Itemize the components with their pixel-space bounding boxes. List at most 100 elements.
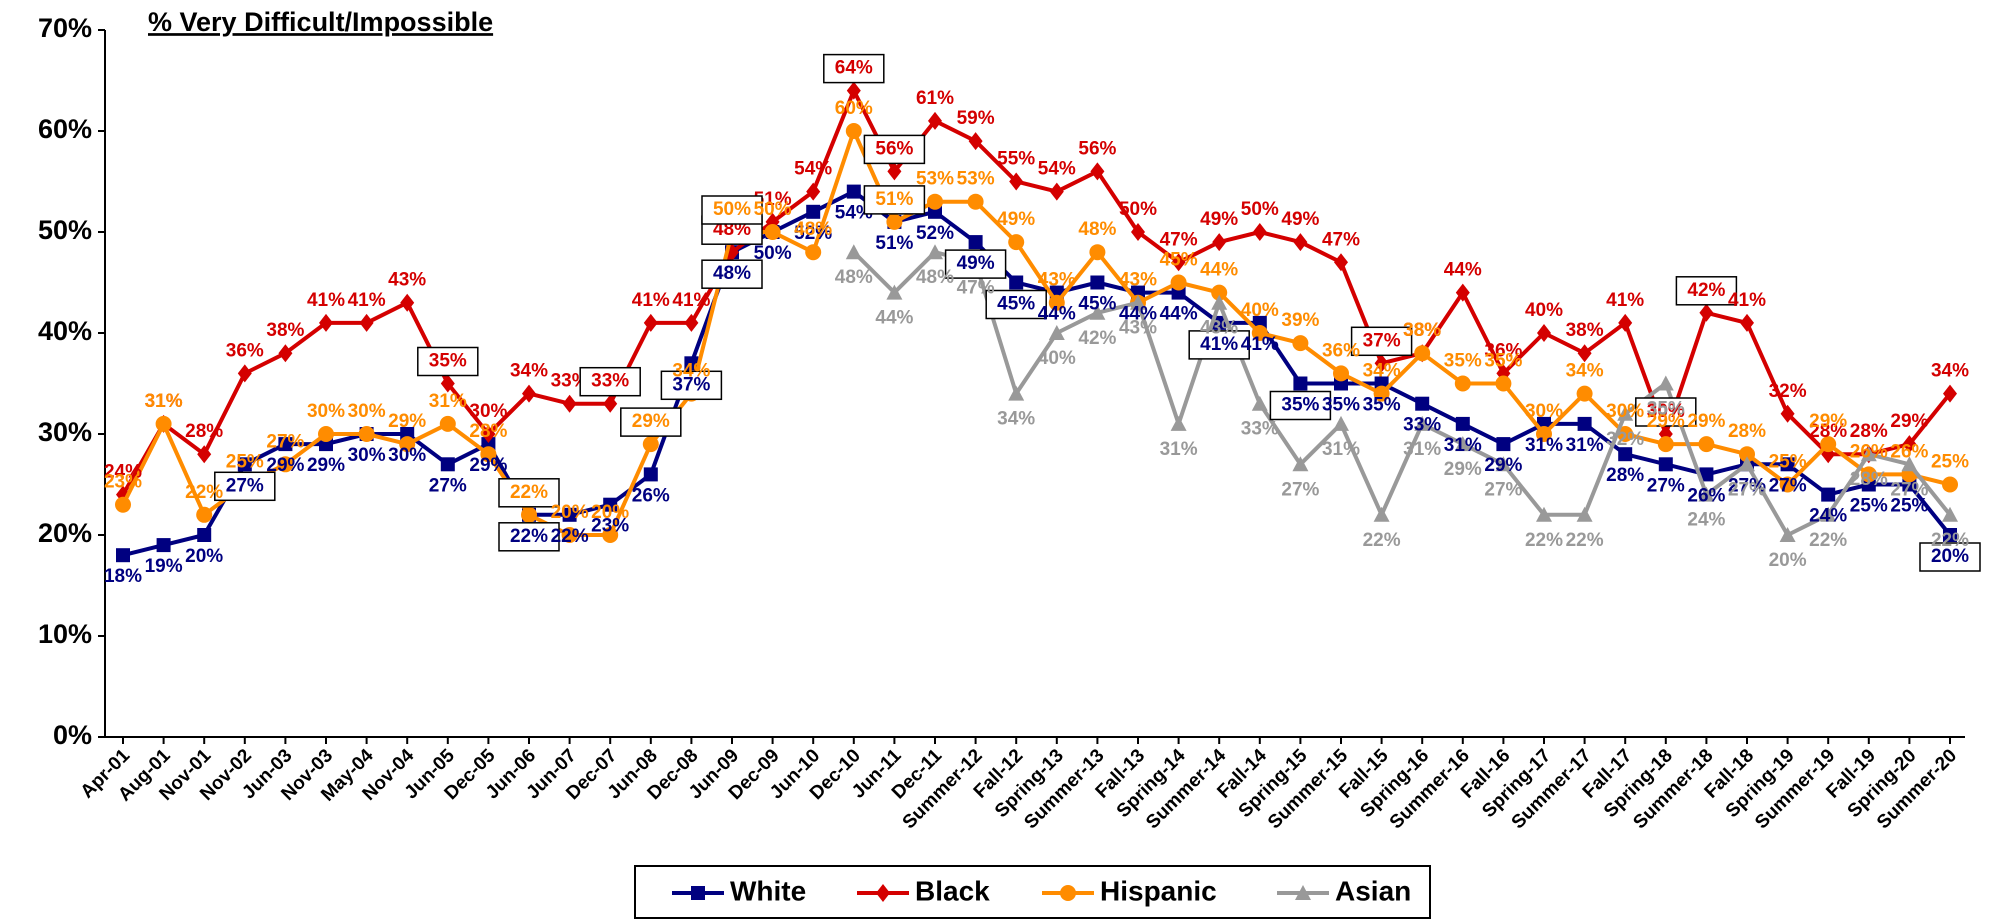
data-label: 29%	[388, 411, 426, 432]
data-point	[1251, 325, 1268, 341]
series-line	[121, 129, 1951, 537]
data-point	[806, 182, 821, 201]
data-label: 41%	[1241, 334, 1279, 355]
label-box	[579, 366, 641, 397]
data-point	[1333, 365, 1349, 382]
data-label: 43%	[1119, 318, 1157, 339]
data-point	[1820, 436, 1837, 453]
data-label: 49%	[1281, 209, 1319, 230]
data-label: 27%	[1484, 479, 1522, 500]
data-label: 20%	[185, 546, 223, 567]
data-point	[846, 81, 861, 100]
data-label: 29%	[1484, 455, 1522, 476]
data-point	[1942, 506, 1958, 522]
data-point	[440, 457, 455, 472]
data-point	[1617, 405, 1634, 421]
data-label: 24%	[104, 462, 142, 483]
data-label: 41%	[348, 290, 386, 311]
y-tick-label: 0%	[53, 720, 92, 750]
label-box	[1188, 330, 1250, 360]
data-label: 31%	[1160, 439, 1198, 460]
data-label: 43%	[1200, 318, 1238, 339]
data-point	[1901, 456, 1918, 472]
data-point	[197, 445, 212, 464]
data-point	[1414, 415, 1431, 431]
data-point	[1414, 345, 1431, 362]
data-point	[1495, 456, 1512, 472]
data-point	[764, 224, 781, 240]
data-point	[1292, 456, 1309, 472]
data-label: 31%	[1566, 435, 1604, 456]
data-point	[806, 204, 821, 219]
data-point	[1618, 313, 1633, 332]
data-label: 41%	[1200, 334, 1238, 355]
legend-label: White	[730, 875, 806, 906]
data-label: 26%	[632, 485, 670, 506]
data-point	[359, 313, 374, 332]
y-tick-label: 50%	[38, 215, 92, 245]
data-label: 43%	[388, 270, 426, 291]
data-label: 20%	[591, 502, 629, 523]
data-point	[1536, 426, 1552, 442]
data-label: 31%	[1444, 435, 1482, 456]
data-point	[1170, 274, 1187, 291]
label-box	[701, 259, 763, 289]
data-label: 38%	[1403, 320, 1441, 341]
data-point	[196, 506, 213, 523]
data-label: 49%	[1200, 209, 1238, 230]
label-box	[944, 249, 1007, 279]
data-label: 34%	[997, 409, 1035, 430]
data-label: 43%	[1119, 270, 1157, 291]
data-label: 29%	[1890, 411, 1928, 432]
data-label: 45%	[997, 294, 1035, 315]
data-label: 27%	[1728, 479, 1766, 500]
data-label: 44%	[1160, 304, 1198, 325]
series-line	[122, 189, 1952, 558]
data-point	[845, 123, 862, 139]
data-point	[1698, 486, 1715, 502]
data-label: 31%	[1403, 439, 1441, 460]
data-point	[1373, 385, 1390, 402]
data-point	[1820, 506, 1837, 522]
data-label: 27%	[1728, 475, 1766, 496]
data-point	[1170, 415, 1187, 431]
data-point	[1293, 233, 1308, 252]
data-label: 41%	[307, 290, 345, 311]
data-point	[1779, 527, 1796, 542]
data-point	[197, 528, 212, 542]
data-label: 42%	[1078, 328, 1116, 349]
data-point	[1415, 396, 1430, 411]
data-label: 45%	[1078, 294, 1116, 315]
data-point	[1334, 253, 1348, 272]
data-point	[927, 193, 943, 210]
data-point	[440, 374, 455, 393]
y-tick-label: 40%	[38, 316, 92, 346]
data-label: 64%	[835, 58, 873, 79]
data-label: 20%	[1931, 546, 1969, 567]
data-point	[1131, 223, 1145, 241]
data-point	[399, 436, 416, 453]
data-label: 41%	[1606, 290, 1644, 311]
data-label: 33%	[1241, 419, 1279, 440]
data-label: 35%	[1484, 351, 1522, 372]
data-point	[521, 506, 537, 523]
data-point	[1212, 233, 1227, 252]
data-label: 23%	[591, 516, 629, 537]
data-point	[1008, 385, 1025, 401]
data-point	[480, 446, 497, 463]
data-label: 39%	[1281, 310, 1319, 331]
data-label: 35%	[1647, 399, 1685, 420]
data-label: 41%	[672, 290, 710, 311]
data-label: 27%	[429, 475, 467, 496]
data-label: 51%	[875, 189, 913, 210]
data-point	[1455, 283, 1470, 302]
data-label: 49%	[997, 209, 1035, 230]
data-label: 54%	[794, 159, 832, 180]
label-box	[620, 407, 682, 437]
data-label: 60%	[835, 98, 873, 119]
data-label: 24%	[1809, 506, 1847, 527]
data-point	[643, 313, 658, 332]
data-label: 22%	[185, 482, 223, 503]
data-point	[1009, 275, 1024, 290]
legend-label: Asian	[1335, 875, 1411, 906]
